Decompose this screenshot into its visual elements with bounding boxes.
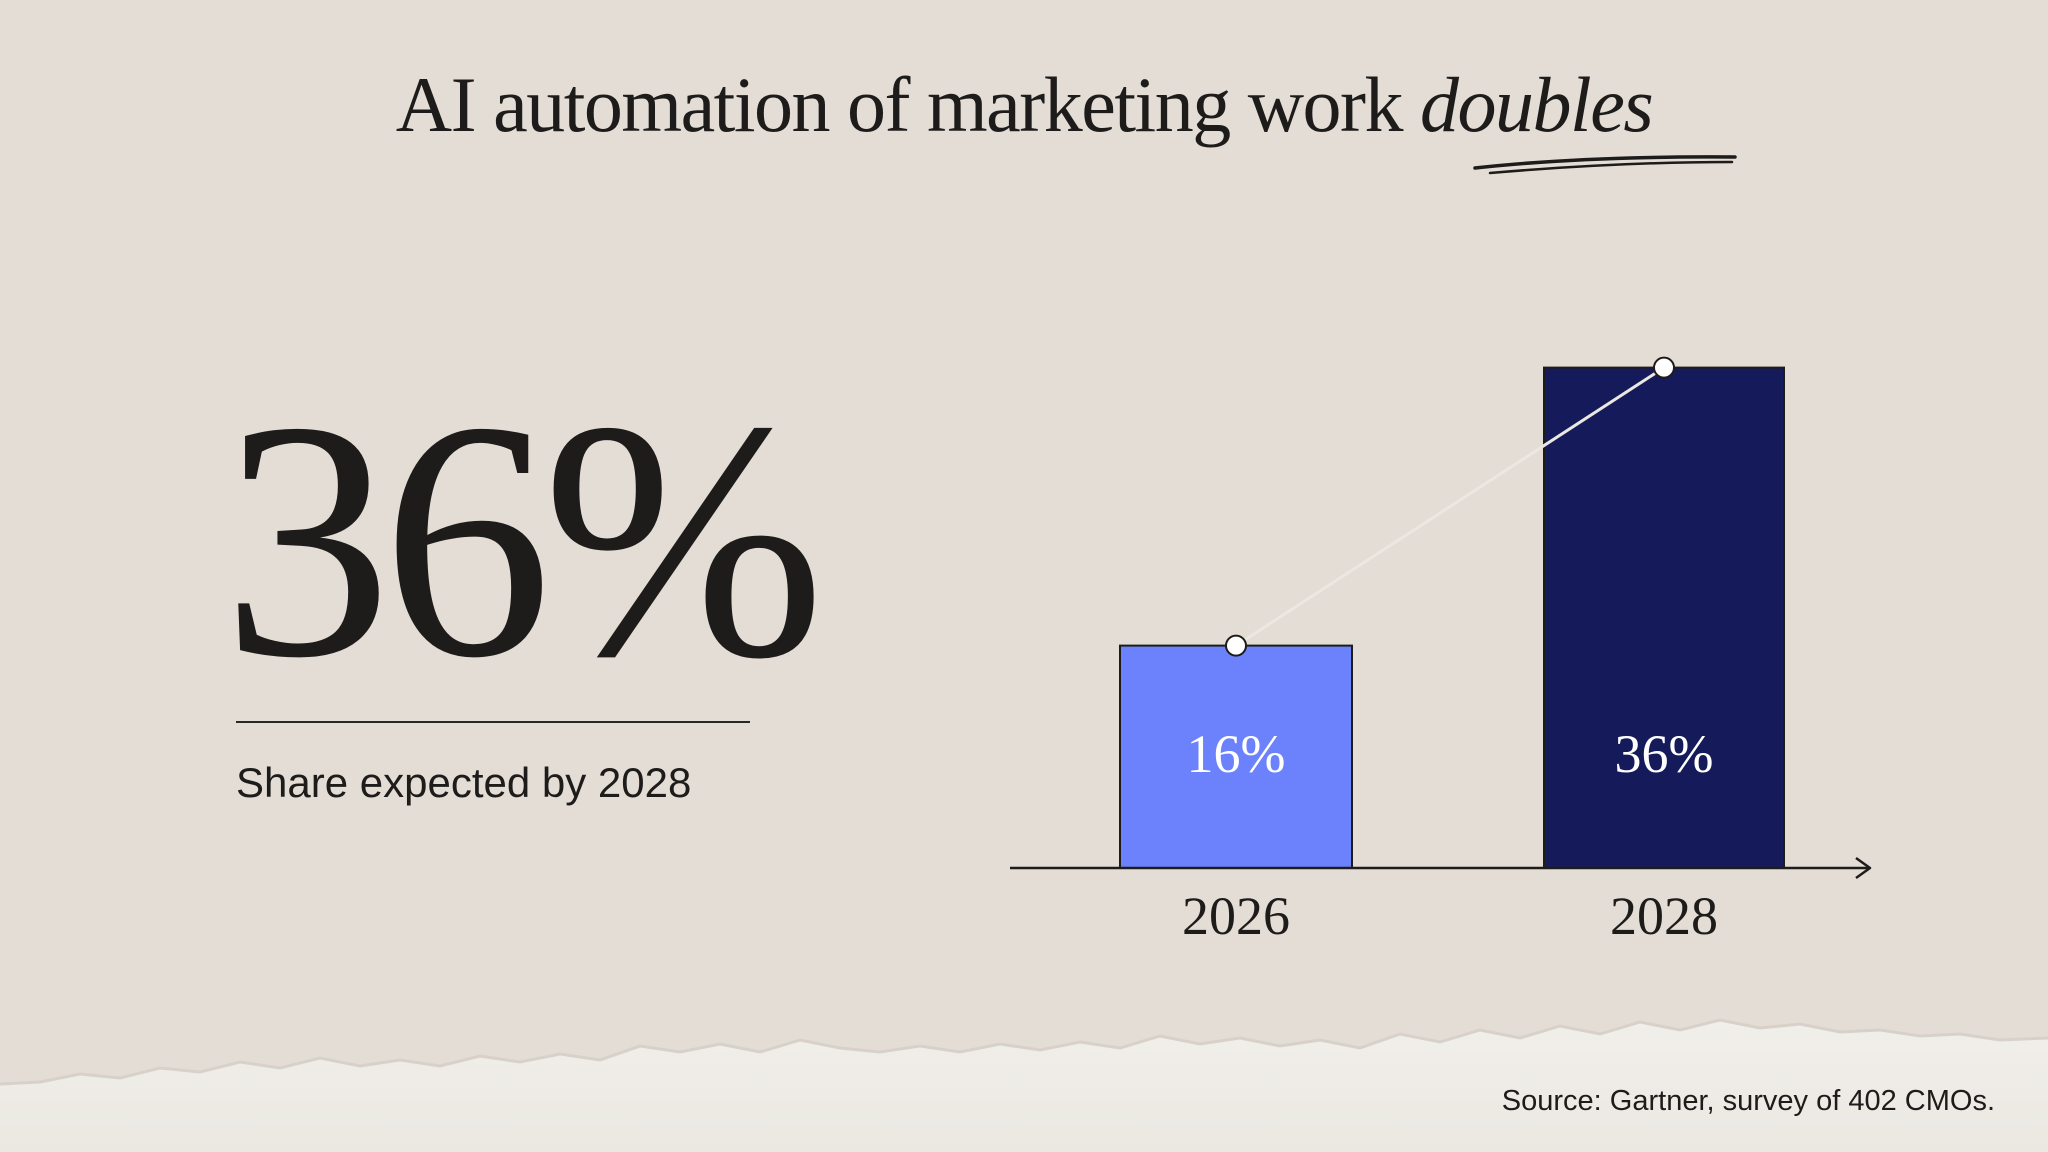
- torn-paper-edge: [0, 1020, 2048, 1152]
- bar-2028: [1543, 366, 1785, 869]
- hand-drawn-underline: [1473, 155, 1737, 175]
- trend-line: [1235, 366, 1665, 647]
- bars-layer: [1119, 366, 1785, 869]
- stat-divider: [236, 721, 750, 723]
- source-note: Source: Gartner, survey of 402 CMOs.: [1501, 1085, 1995, 1117]
- x-tick-label-2028: 2028: [1610, 886, 1718, 946]
- headline-stat: 36%: [222, 351, 825, 728]
- chart-title: AI automation of marketing work doubles: [0, 66, 2048, 144]
- label-layer: 16% 2026 36% 2028: [1182, 724, 1718, 946]
- x-tick-label-2026: 2026: [1182, 886, 1290, 946]
- data-label-2026: 16%: [1187, 724, 1286, 784]
- trend-point-2026: [1225, 634, 1247, 657]
- stat-caption: Share expected by 2028: [236, 759, 692, 806]
- bar-2026: [1119, 644, 1353, 869]
- data-label-2028: 36%: [1615, 724, 1714, 784]
- x-axis-arrowhead: [1855, 856, 1872, 880]
- trend-point-2028: [1653, 356, 1675, 379]
- title-emphasis: doubles: [1420, 61, 1654, 148]
- trend-layer: [1225, 356, 1675, 657]
- title-main: AI automation of marketing work: [395, 61, 1404, 148]
